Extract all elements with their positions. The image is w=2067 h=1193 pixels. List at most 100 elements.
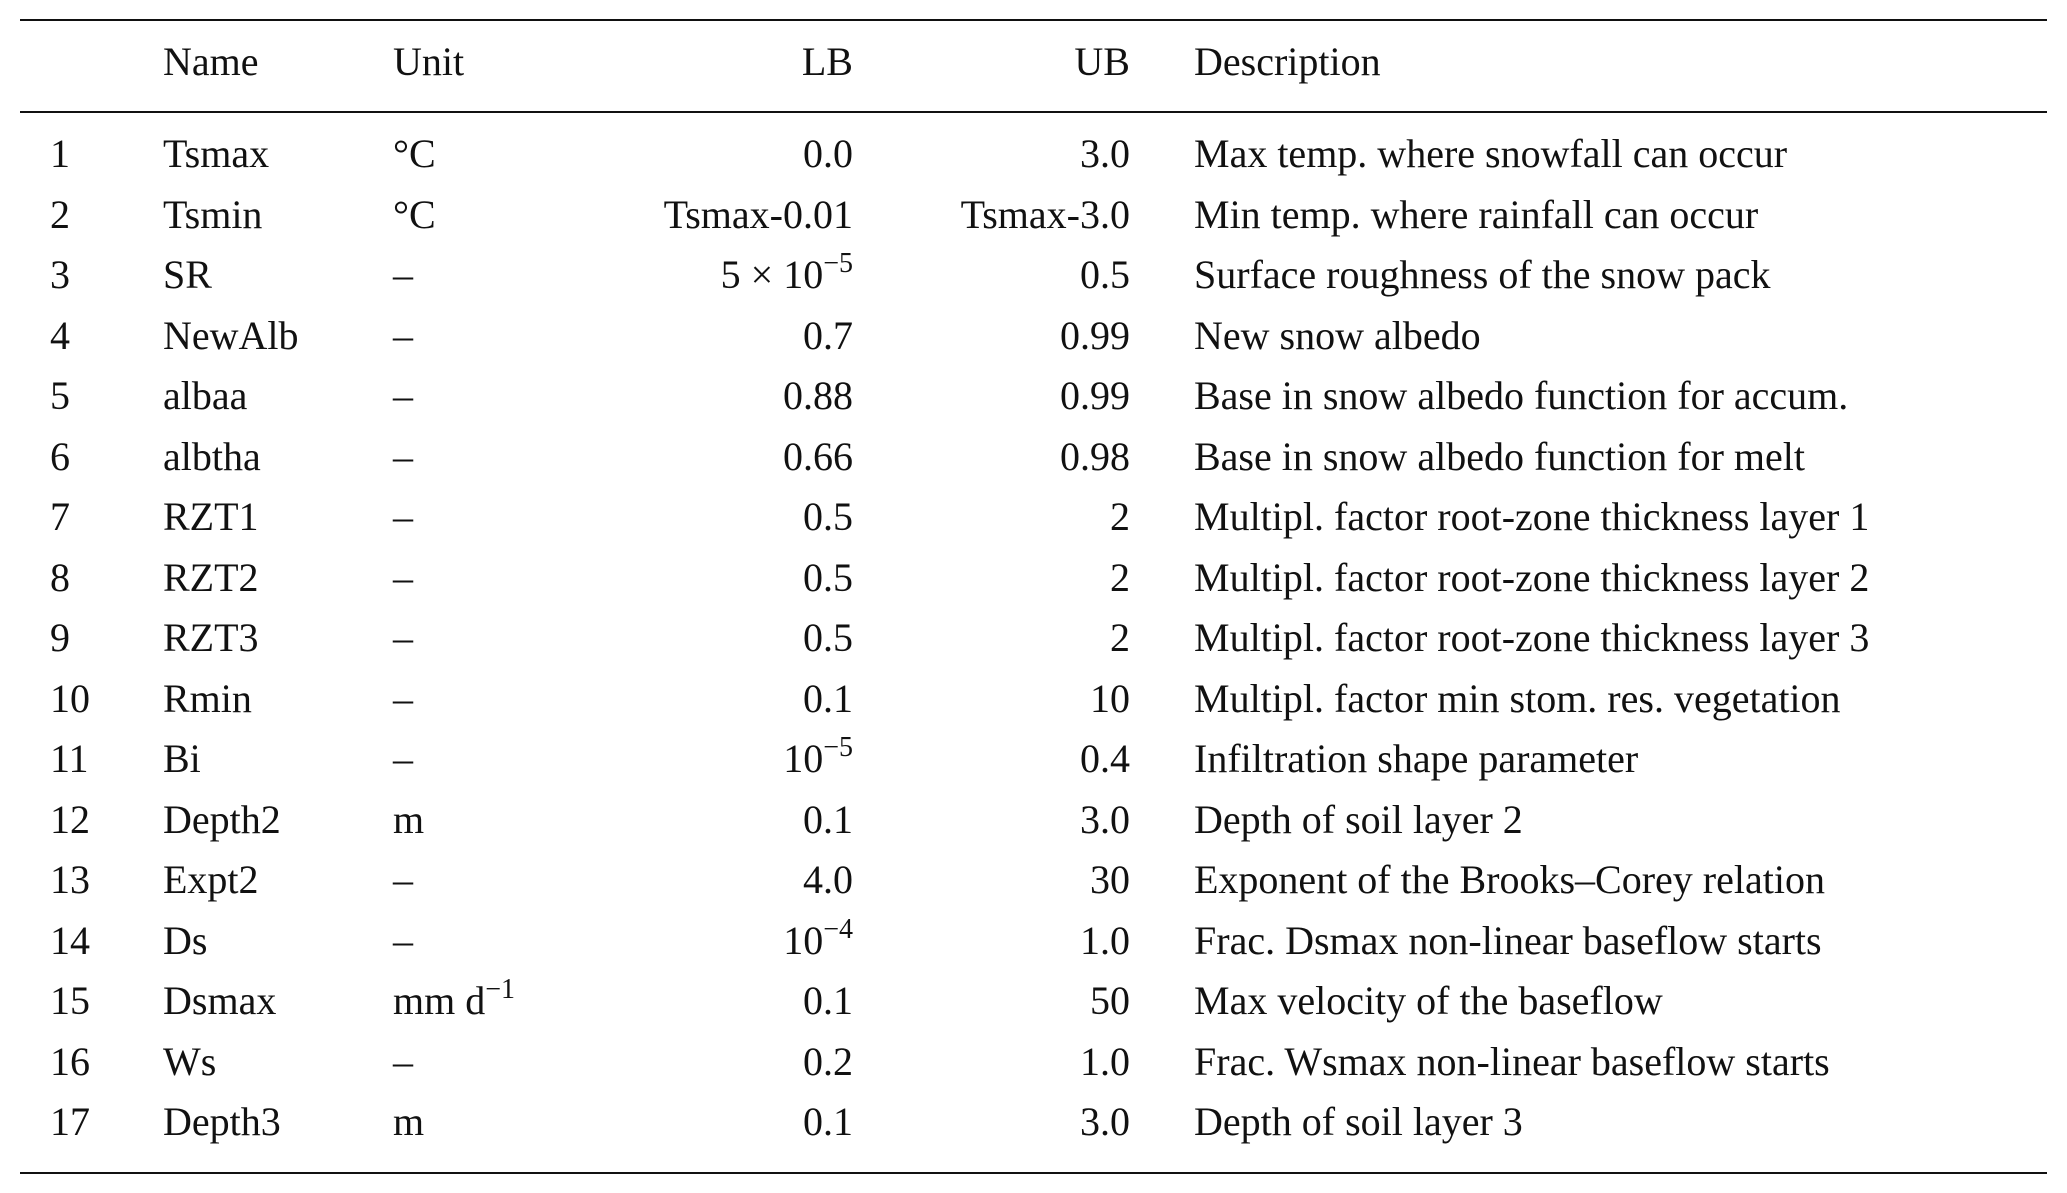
upper-bound: 3.0 <box>1080 1099 1130 1144</box>
lower-bound: 0.7 <box>803 312 853 358</box>
row-number: 2 <box>50 191 70 237</box>
upper-bound: 50 <box>1090 978 1130 1023</box>
row-number: 4 <box>50 312 70 358</box>
header-param-name: Name <box>163 39 259 84</box>
lower-bound: 10−4 <box>783 913 853 966</box>
description: Depth of soil layer 2 <box>1194 796 1523 842</box>
lower-bound: 10−5 <box>783 732 853 784</box>
description: Frac. Wsmax non-linear baseflow starts <box>1194 1038 1830 1084</box>
row-number: 5 <box>50 373 70 418</box>
unit: – <box>393 917 413 963</box>
param-name: Dsmax <box>163 978 277 1023</box>
description: Multipl. factor root-zone thickness laye… <box>1194 554 1870 600</box>
upper-bound: 0.98 <box>1060 433 1130 479</box>
upper-bound: 1.0 <box>1080 1038 1130 1084</box>
base-text: 10 <box>783 736 824 781</box>
param-name: Depth2 <box>163 796 281 842</box>
unit: – <box>393 252 413 297</box>
lower-bound: 0.0 <box>803 131 853 176</box>
upper-bound: 2 <box>1110 615 1130 660</box>
upper-bound: 1.0 <box>1080 917 1130 963</box>
lower-bound: 0.5 <box>803 615 853 660</box>
description: Base in snow albedo function for melt <box>1194 433 1805 479</box>
unit: °C <box>393 191 436 237</box>
param-name: RZT2 <box>163 554 259 600</box>
row-number: 3 <box>50 252 70 297</box>
lower-bound: 0.5 <box>803 554 853 600</box>
description: Frac. Dsmax non-linear baseflow starts <box>1194 917 1822 963</box>
unit: °C <box>393 131 436 176</box>
param-name: Ws <box>163 1038 217 1084</box>
upper-bound: 30 <box>1090 857 1130 902</box>
description: Multipl. factor root-zone thickness laye… <box>1194 494 1870 539</box>
param-name: Tsmax <box>163 131 270 176</box>
base-text: 5 × 10 <box>720 252 824 297</box>
param-name: albaa <box>163 373 248 418</box>
row-number: 17 <box>50 1099 90 1144</box>
description: Exponent of the Brooks–Corey relation <box>1194 857 1825 902</box>
param-name: SR <box>163 252 212 297</box>
lower-bound: 0.5 <box>803 494 853 539</box>
upper-bound: 0.99 <box>1060 312 1130 358</box>
upper-bound: 0.99 <box>1060 373 1130 418</box>
row-number: 15 <box>50 978 90 1023</box>
header-lower-bound: LB <box>801 39 853 84</box>
param-name: Tsmin <box>163 191 263 237</box>
upper-bound: 3.0 <box>1080 131 1130 176</box>
unit: – <box>393 312 413 358</box>
description: New snow albedo <box>1194 312 1481 358</box>
unit: – <box>393 857 413 902</box>
param-name: Expt2 <box>163 857 259 902</box>
unit: mm d−1 <box>393 974 516 1026</box>
upper-bound: 0.5 <box>1080 252 1130 297</box>
param-name: NewAlb <box>163 312 299 358</box>
unit: – <box>393 373 413 418</box>
superscript: −5 <box>823 248 853 279</box>
unit: – <box>393 433 413 479</box>
top-rule <box>20 19 2047 21</box>
description: Max velocity of the baseflow <box>1194 978 1663 1023</box>
description: Multipl. factor min stom. res. vegetatio… <box>1194 675 1841 721</box>
description: Multipl. factor root-zone thickness laye… <box>1194 615 1870 660</box>
row-number: 12 <box>50 796 90 842</box>
header-unit: Unit <box>393 39 465 84</box>
row-number: 9 <box>50 615 70 660</box>
unit: – <box>393 1038 413 1084</box>
lower-bound: 0.2 <box>803 1038 853 1084</box>
param-name: Depth3 <box>163 1099 281 1144</box>
description: Min temp. where rainfall can occur <box>1194 191 1759 237</box>
lower-bound: 5 × 10−5 <box>720 248 853 300</box>
lower-bound: 0.66 <box>783 433 853 479</box>
lower-bound: 0.88 <box>783 373 853 418</box>
description: Max temp. where snowfall can occur <box>1194 131 1788 176</box>
row-number: 13 <box>50 857 90 902</box>
unit: – <box>393 615 413 660</box>
upper-bound: Tsmax-3.0 <box>960 191 1130 237</box>
unit: m <box>393 796 425 842</box>
unit: – <box>393 675 413 721</box>
bottom-rule <box>20 1172 2047 1174</box>
param-name: Ds <box>163 917 208 963</box>
unit: – <box>393 554 413 600</box>
row-number: 6 <box>50 433 70 479</box>
lower-bound: 4.0 <box>803 857 853 902</box>
base-text: mm d <box>393 978 486 1023</box>
upper-bound: 2 <box>1110 494 1130 539</box>
description: Infiltration shape parameter <box>1194 736 1639 781</box>
header-description: Description <box>1194 39 1381 84</box>
superscript: −4 <box>823 913 853 945</box>
description: Base in snow albedo function for accum. <box>1194 373 1849 418</box>
unit: m <box>393 1099 425 1144</box>
unit: – <box>393 494 413 539</box>
row-number: 16 <box>50 1038 90 1084</box>
param-name: Bi <box>163 736 201 781</box>
unit: – <box>393 736 413 781</box>
superscript: −5 <box>823 732 853 763</box>
header-rule <box>20 111 2047 113</box>
row-number: 11 <box>50 736 89 781</box>
lower-bound: Tsmax-0.01 <box>663 191 853 237</box>
row-number: 7 <box>50 494 70 539</box>
superscript: −1 <box>485 974 516 1005</box>
description: Surface roughness of the snow pack <box>1194 252 1771 297</box>
